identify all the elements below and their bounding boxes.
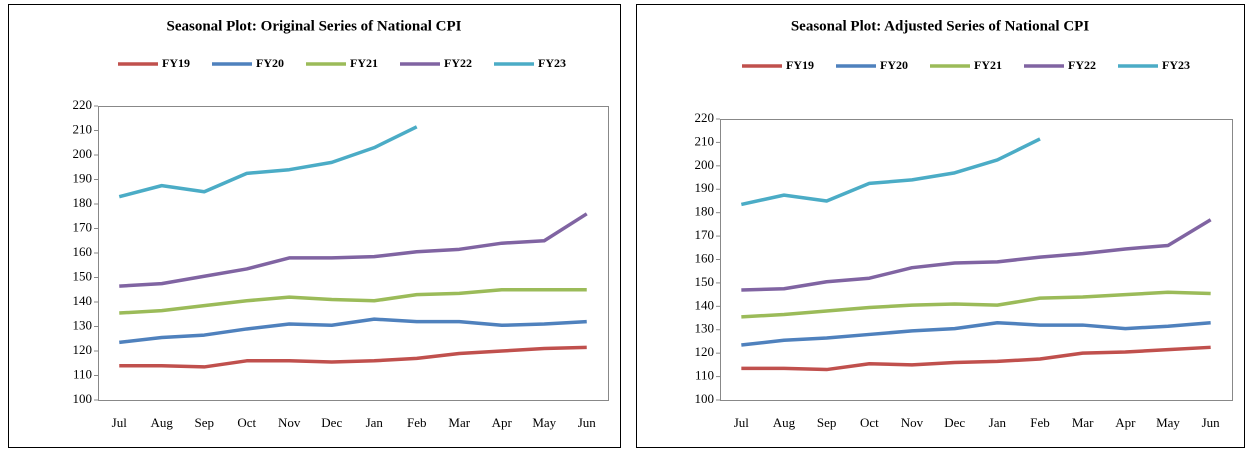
legend-label: FY23: [538, 56, 566, 70]
x-tick-label: Sep: [195, 415, 215, 430]
series-line: [119, 288, 587, 315]
x-tick-label: Oct: [237, 415, 256, 430]
x-tick-label: Feb: [407, 415, 427, 430]
chart-title: Seasonal Plot: Adjusted Series of Nation…: [791, 18, 1090, 34]
legend-label: FY20: [256, 56, 284, 70]
x-tick-label: Jan: [366, 415, 384, 430]
legend-label: FY19: [786, 58, 814, 72]
y-tick-label: 100: [695, 391, 715, 406]
y-tick-label: 150: [73, 268, 93, 283]
series-line: [119, 345, 587, 369]
series-line: [741, 345, 1211, 372]
panel-border: [636, 4, 1245, 448]
y-tick-label: 220: [73, 97, 93, 112]
y-tick-label: 160: [73, 244, 93, 259]
y-tick-label: 110: [695, 368, 714, 383]
x-tick-label: Oct: [860, 415, 879, 430]
legend-label: FY22: [1068, 58, 1096, 72]
x-tick-label: Jun: [1202, 415, 1221, 430]
series-line: [741, 218, 1212, 292]
legend-label: FY21: [974, 58, 1002, 72]
x-tick-label: Feb: [1030, 415, 1050, 430]
plot-area: [720, 119, 1233, 401]
x-tick-label: Dec: [321, 415, 342, 430]
legend-label: FY22: [444, 56, 472, 70]
x-tick-label: Mar: [1072, 415, 1094, 430]
y-tick-label: 200: [73, 146, 93, 161]
x-tick-label: Aug: [151, 415, 174, 430]
series-line: [741, 320, 1211, 347]
chart-title: Seasonal Plot: Original Series of Nation…: [167, 18, 462, 34]
x-tick-label: Nov: [278, 415, 301, 430]
x-tick-label: Aug: [773, 415, 796, 430]
y-tick-label: 110: [73, 366, 92, 381]
y-tick-label: 120: [73, 342, 93, 357]
legend-label: FY20: [880, 58, 908, 72]
y-tick-label: 200: [695, 157, 715, 172]
legend-label: FY21: [350, 56, 378, 70]
y-tick-label: 210: [73, 121, 93, 136]
y-tick-label: 100: [73, 391, 93, 406]
x-tick-label: Mar: [448, 415, 470, 430]
y-tick-label: 170: [695, 227, 715, 242]
series-line: [119, 317, 587, 345]
y-tick-label: 140: [695, 297, 715, 312]
legend-label: FY19: [162, 56, 190, 70]
y-tick-label: 130: [695, 321, 715, 336]
series-line: [741, 290, 1211, 319]
y-tick-label: 160: [695, 250, 715, 265]
x-tick-label: Jul: [734, 415, 750, 430]
x-tick-label: Sep: [817, 415, 837, 430]
x-tick-label: Apr: [492, 415, 513, 430]
y-tick-label: 190: [695, 180, 715, 195]
y-tick-label: 170: [73, 219, 93, 234]
x-tick-label: Apr: [1115, 415, 1136, 430]
y-tick-label: 130: [73, 317, 93, 332]
y-tick-label: 150: [695, 274, 715, 289]
x-tick-label: Jun: [578, 415, 597, 430]
x-tick-label: May: [1156, 415, 1180, 430]
x-tick-label: May: [532, 415, 556, 430]
y-tick-label: 120: [695, 344, 715, 359]
x-tick-label: Nov: [901, 415, 924, 430]
x-tick-label: Dec: [944, 415, 965, 430]
y-tick-label: 210: [695, 133, 715, 148]
plot-area: [98, 106, 609, 401]
y-tick-label: 140: [73, 293, 93, 308]
x-tick-label: Jan: [989, 415, 1007, 430]
series-line: [119, 212, 588, 288]
y-tick-label: 220: [695, 110, 715, 125]
series-line: [740, 137, 1041, 207]
y-tick-label: 180: [695, 204, 715, 219]
panel-border: [8, 4, 621, 448]
legend-label: FY23: [1162, 58, 1190, 72]
x-tick-label: Jul: [112, 415, 128, 430]
series-line: [118, 125, 418, 199]
y-tick-label: 180: [73, 195, 93, 210]
y-tick-label: 190: [73, 170, 93, 185]
